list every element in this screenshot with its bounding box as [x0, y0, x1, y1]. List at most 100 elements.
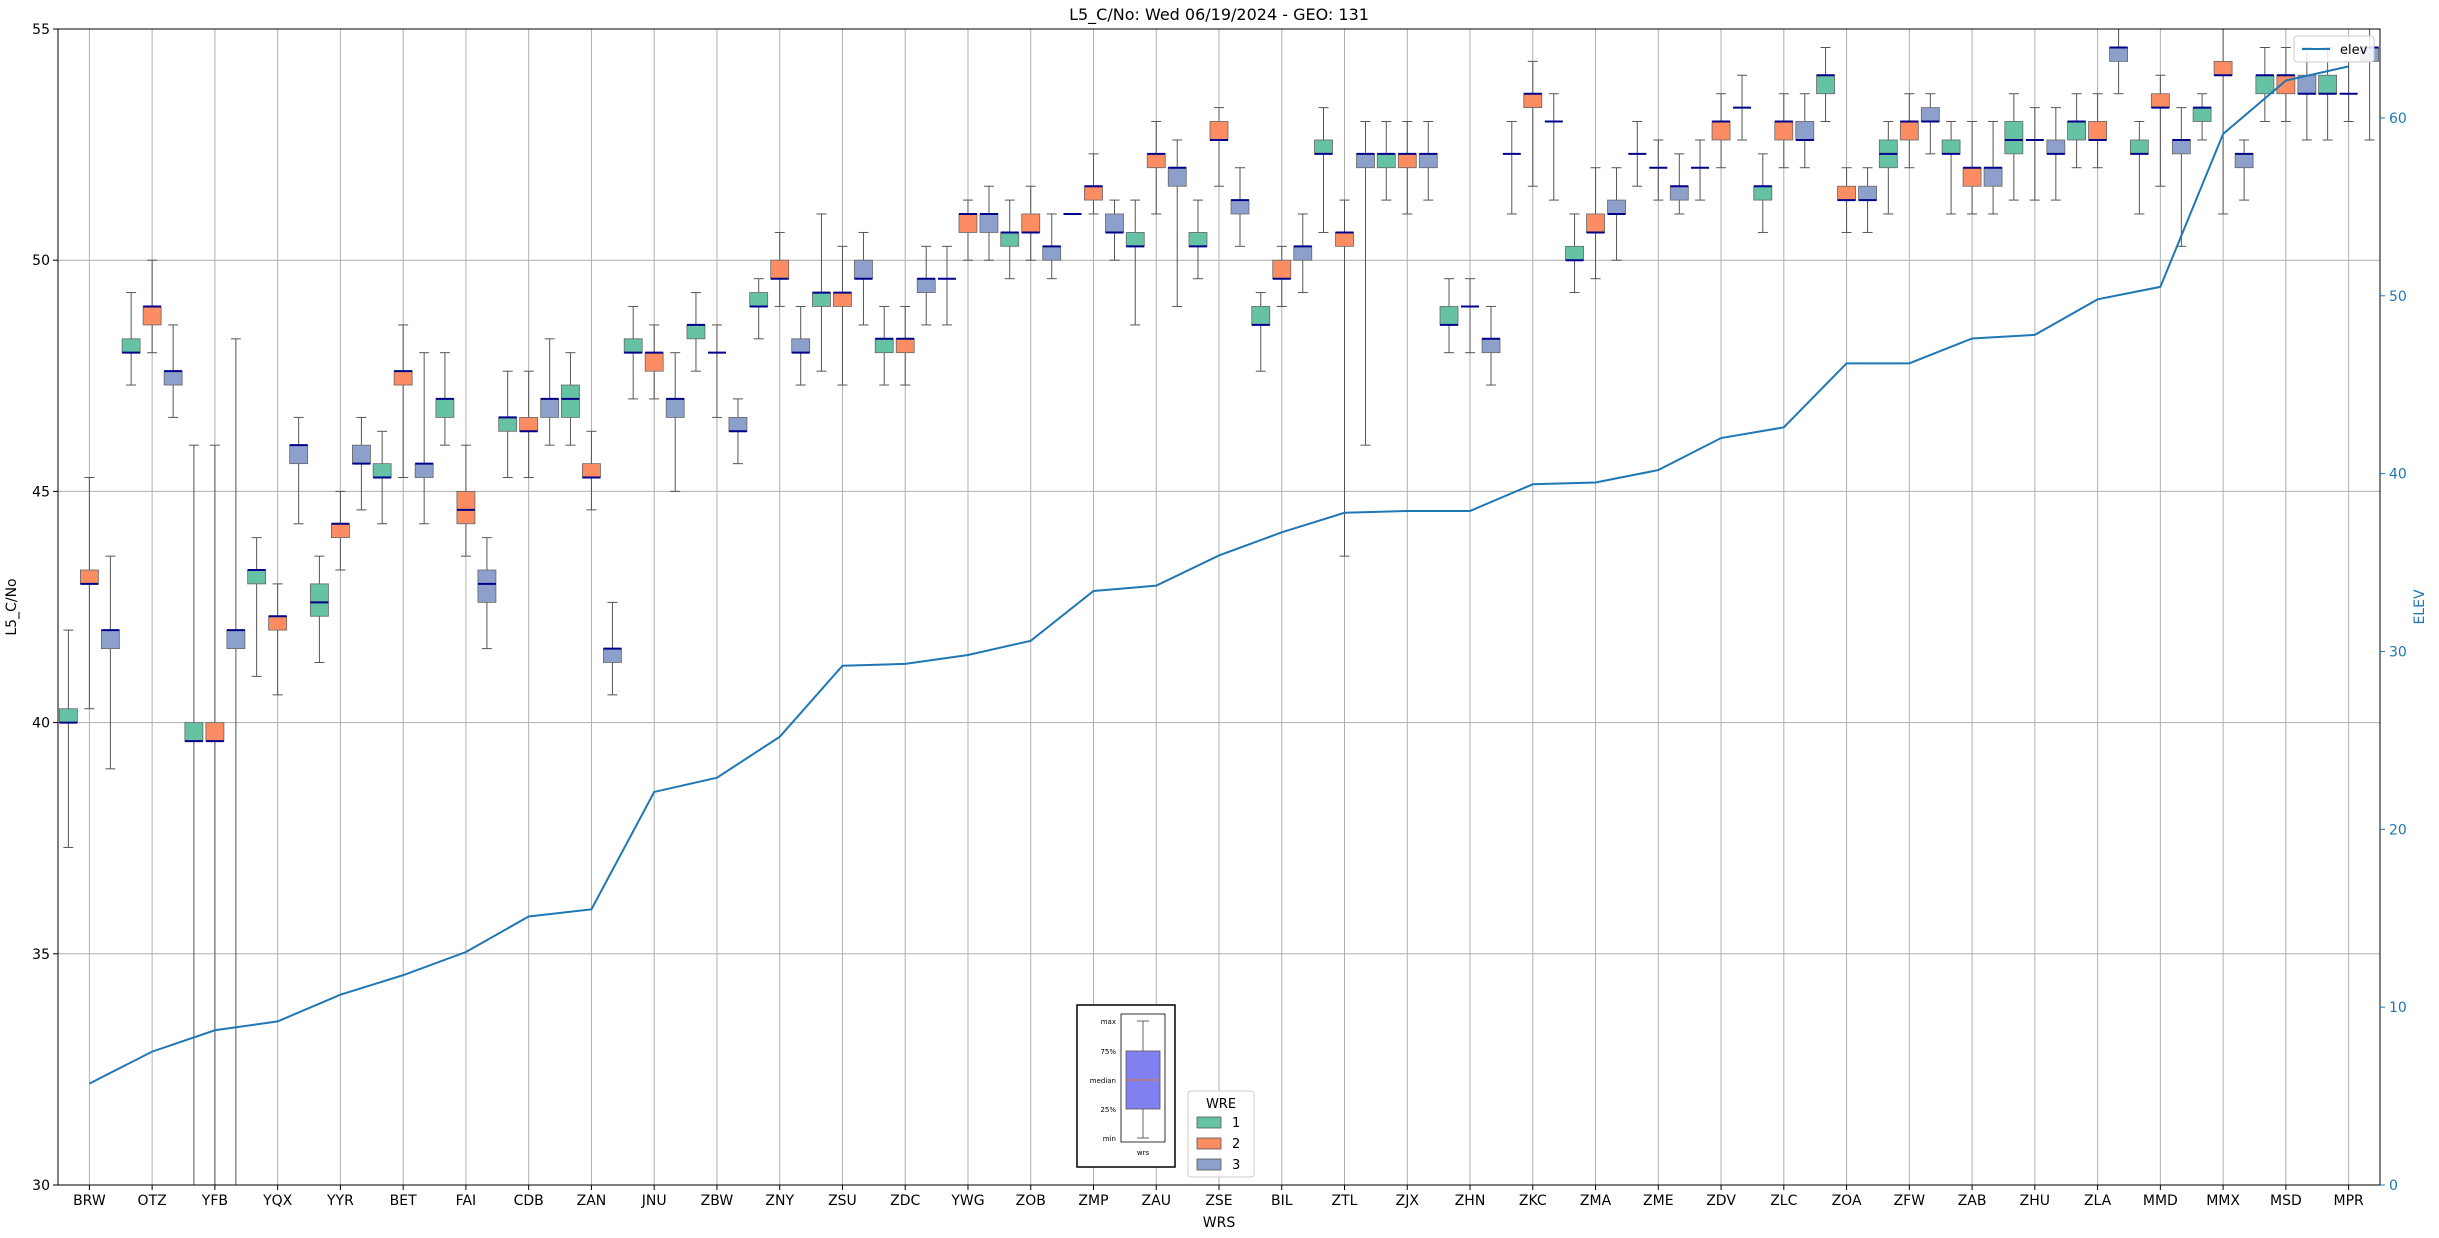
box-iqr — [2129, 139, 2149, 155]
x-tick-label: ZKC — [1519, 1193, 1547, 1209]
box-otz-wre3 — [163, 324, 183, 418]
box-iqr — [1941, 139, 1961, 155]
box-iqr — [1711, 121, 1731, 141]
box-key-label-min: min — [1103, 1135, 1116, 1143]
box-zmp-wre2 — [1084, 153, 1103, 215]
x-tick-label: BET — [390, 1193, 417, 1209]
y-tick-label: 35 — [32, 947, 50, 963]
box-iqr — [1146, 153, 1166, 169]
box-iqr — [665, 398, 685, 418]
box-zlc-wre2 — [1774, 93, 1794, 169]
box-zdc-wre2 — [895, 305, 915, 386]
x-tick-label: ZAU — [1142, 1193, 1171, 1209]
box-zsu-wre3 — [854, 231, 873, 326]
box-bet-wre1 — [372, 430, 392, 525]
box-iqr — [874, 338, 894, 354]
box-iqr — [477, 569, 497, 603]
wre-legend: WRE 1 2 3 — [1187, 1090, 1255, 1178]
box-iqr — [1439, 306, 1459, 326]
elev-legend-frame — [2293, 35, 2375, 63]
x-tick-label: FAI — [456, 1193, 476, 1209]
box-iqr — [854, 259, 873, 280]
box-zse-wre3 — [1230, 167, 1250, 247]
box-zhu-wre3 — [2046, 107, 2066, 201]
box-zlc-wre3 — [1795, 93, 1815, 169]
box-iqr — [1125, 232, 1145, 247]
box-bil-wre2 — [1272, 245, 1292, 307]
box-zma-wre2 — [1586, 167, 1605, 280]
box-iqr — [310, 583, 329, 617]
y2-tick-label: 30 — [2389, 644, 2407, 660]
box-zbw-wre3 — [728, 398, 748, 465]
box-mmx-wre3 — [2234, 139, 2254, 201]
box-iqr — [100, 629, 120, 650]
box-iqr — [958, 213, 978, 233]
y-tick-label: 50 — [32, 253, 50, 269]
box-jnu-wre3 — [665, 352, 685, 492]
box-iqr — [184, 722, 204, 742]
box-iqr — [1376, 153, 1396, 169]
box-zan-wre2 — [582, 430, 601, 511]
box-iqr — [2109, 47, 2128, 62]
box-iqr — [1481, 338, 1501, 354]
x-tick-label: ZLC — [1770, 1193, 1797, 1209]
box-zme-wre1 — [1628, 120, 1647, 187]
box-iqr — [1000, 232, 1020, 247]
box-iqr — [2213, 60, 2233, 76]
box-iqr — [1523, 93, 1543, 109]
wre-legend-label-3: 3 — [1232, 1158, 1240, 1173]
y2-tick-label: 60 — [2389, 111, 2407, 127]
elev-line — [88, 65, 2349, 1085]
box-iqr — [686, 324, 706, 340]
box-zdv-wre3 — [1733, 74, 1752, 141]
box-zhn-wre2 — [1461, 278, 1480, 354]
x-tick-label: MSD — [2270, 1193, 2302, 1209]
box-zme-wre2 — [1649, 139, 1668, 201]
box-zkc-wre2 — [1523, 60, 1543, 187]
box-iqr — [393, 370, 413, 386]
box-iqr — [414, 463, 434, 478]
wre-legend-frame — [1187, 1090, 1255, 1178]
x-axis-label: WRS — [1203, 1215, 1236, 1231]
box-iqr — [142, 306, 162, 326]
box-mmd-wre1 — [2129, 120, 2149, 215]
box-iqr — [1084, 185, 1103, 201]
box-zbw-wre2 — [707, 324, 726, 418]
box-iqr — [1251, 306, 1271, 326]
box-iqr — [331, 523, 350, 539]
box-zla-wre1 — [2067, 93, 2086, 169]
box-iqr — [1795, 121, 1815, 141]
box-cdb-wre1 — [498, 370, 518, 479]
box-iqr — [728, 417, 748, 432]
box-cdb-wre2 — [519, 370, 539, 479]
x-tick-label: ZDC — [890, 1193, 920, 1209]
box-ztl-wre2 — [1335, 199, 1354, 557]
box-fai-wre2 — [456, 444, 476, 557]
box-iqr — [1983, 167, 2003, 187]
wre-legend-swatch-1 — [1196, 1116, 1222, 1129]
box-iqr — [2150, 93, 2170, 109]
box-iqr — [247, 569, 267, 585]
y-tick-label: 40 — [32, 716, 50, 732]
box-iqr — [268, 615, 288, 631]
x-tick-label: ZMP — [1078, 1193, 1108, 1209]
box-zse-wre2 — [1209, 107, 1229, 187]
box-iqr — [2234, 153, 2254, 169]
x-tick-label: ZJX — [1396, 1193, 1420, 1209]
box-zsu-wre1 — [812, 213, 831, 372]
box-ywg-wre2 — [958, 199, 978, 261]
box-iqr — [372, 463, 392, 478]
box-zsu-wre2 — [833, 245, 852, 386]
box-iqr — [1021, 213, 1041, 233]
box-zny-wre2 — [770, 231, 790, 307]
box-yyr-wre2 — [331, 490, 350, 571]
box-iqr — [2046, 139, 2066, 155]
box-iqr — [540, 398, 560, 418]
box-yqx-wre1 — [247, 537, 267, 677]
box-cdb-wre3 — [540, 338, 560, 446]
box-iqr — [1586, 213, 1605, 233]
box-yfb-wre1 — [184, 444, 204, 1185]
box-mmx-wre1 — [2192, 93, 2212, 141]
y2-axis-label: ELEV — [2412, 589, 2428, 624]
x-tick-label: ZDV — [1706, 1193, 1736, 1209]
